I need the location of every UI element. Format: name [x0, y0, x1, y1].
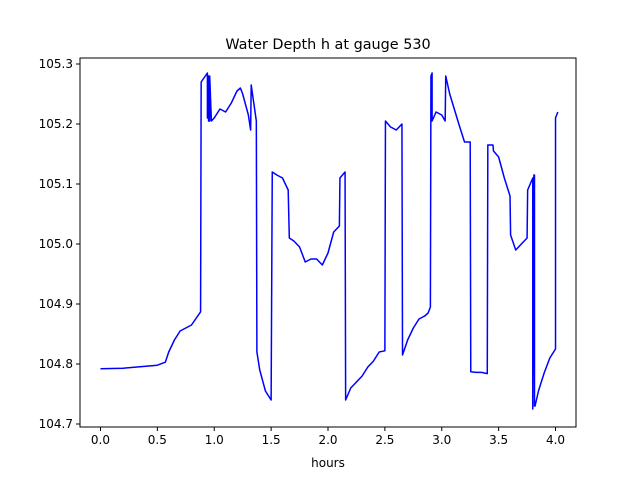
series-line-0 — [100, 72, 559, 410]
y-tick-label: 105.3 — [39, 57, 73, 71]
y-tick-label: 105.2 — [39, 117, 73, 131]
x-tick-label: 0.0 — [91, 433, 110, 447]
x-tick-label: 0.5 — [148, 433, 167, 447]
y-tick-label: 104.7 — [39, 417, 73, 431]
x-tick-label: 4.0 — [546, 433, 565, 447]
plot-area — [80, 58, 576, 427]
y-tick-label: 105.1 — [39, 177, 73, 191]
x-tick-label: 3.5 — [489, 433, 508, 447]
chart-title: Water Depth h at gauge 530 — [225, 37, 430, 53]
y-tick-label: 104.9 — [39, 297, 73, 311]
plot-frame — [79, 57, 577, 428]
y-tick-label: 104.8 — [39, 357, 73, 371]
x-axis-label: hours — [311, 456, 345, 470]
x-tick-label: 2.0 — [318, 433, 337, 447]
y-tick-label: 105.0 — [39, 237, 73, 251]
x-tick-label: 1.5 — [262, 433, 281, 447]
x-axis: 0.0 0.5 1.0 1.5 2.0 2.5 3.0 3.5 4.0 — [91, 427, 565, 447]
x-tick-label: 3.0 — [432, 433, 451, 447]
y-axis: 104.7 104.8 104.9 105.0 105.1 105.2 105.3 — [39, 57, 80, 431]
series-layer — [100, 72, 559, 410]
x-tick-label: 2.5 — [375, 433, 394, 447]
x-tick-label: 1.0 — [205, 433, 224, 447]
